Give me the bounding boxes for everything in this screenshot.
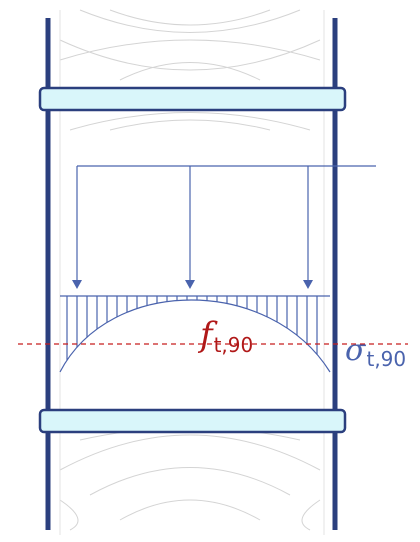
top-band	[38, 86, 347, 112]
arrow-down-icon	[72, 280, 82, 289]
stress-distribution	[59, 295, 331, 373]
bottom-band	[38, 408, 347, 434]
strength-label: ft,90	[200, 315, 253, 355]
stress-curve	[59, 299, 331, 373]
strength-symbol: f	[200, 315, 213, 355]
load-distribution	[76, 165, 376, 282]
arrow-down-icon	[303, 280, 313, 289]
stress-subscript: t,90	[366, 347, 407, 371]
stress-label: σt,90	[345, 333, 406, 370]
arrow-down-icon	[185, 280, 195, 289]
stress-hatching	[66, 296, 318, 361]
strength-subscript: t,90	[213, 333, 254, 357]
stress-symbol: σ	[345, 333, 366, 368]
